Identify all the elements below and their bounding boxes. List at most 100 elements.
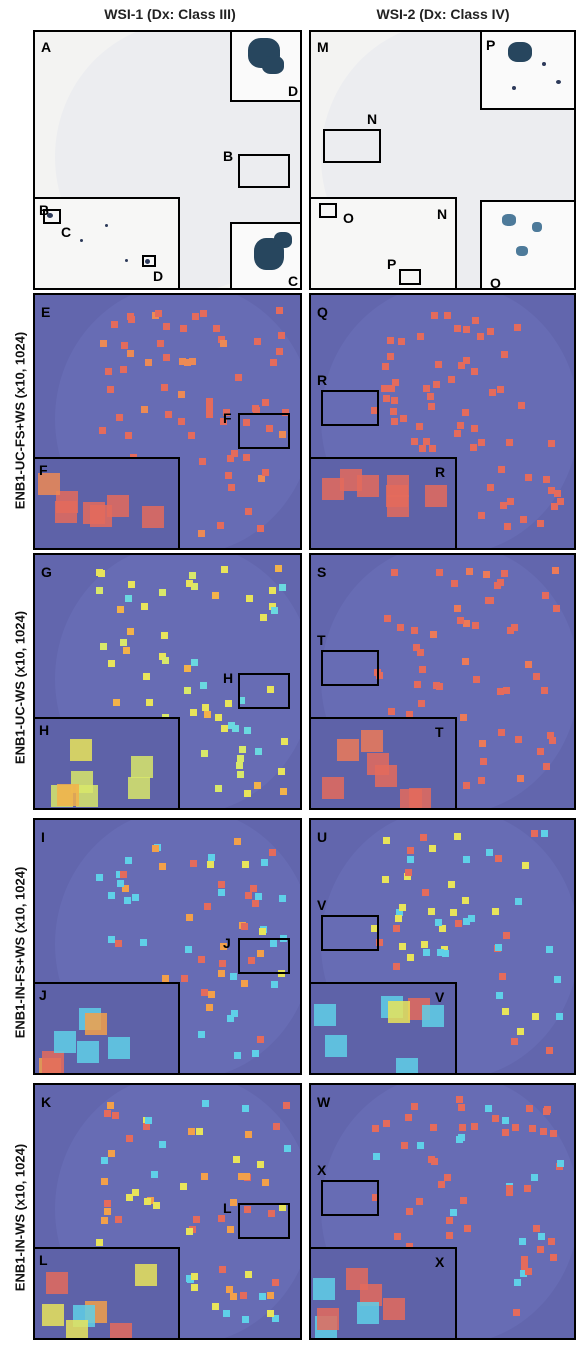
heatmap-tile [489, 389, 496, 396]
heatmap-tile [411, 627, 418, 634]
heatmap-tile [404, 873, 411, 880]
heatmap-tile [213, 325, 220, 332]
heatmap-tile [223, 1310, 230, 1317]
heatmap-tile [416, 423, 423, 430]
heatmap-tile [522, 862, 529, 869]
label-box-r4-left: L [223, 1200, 232, 1216]
heatmap-tile [258, 475, 265, 482]
cell-cluster [516, 246, 528, 256]
heatmap-tile [405, 1114, 412, 1121]
heatmap-tile [243, 419, 250, 426]
heatmap-tile [198, 956, 205, 963]
zoom-inset-r4-right: X [311, 1247, 457, 1338]
heatmap-tile [278, 768, 285, 775]
heatmap-tile [110, 1323, 132, 1338]
region-box-r3-right [321, 915, 379, 951]
heatmap-tile [231, 450, 238, 457]
heatmap-tile [162, 975, 169, 982]
heatmap-tile [270, 940, 277, 947]
heatmap-tile [257, 1161, 264, 1168]
heatmap-tile [159, 653, 166, 660]
heatmap-tile [272, 1279, 279, 1286]
heatmap-tile [122, 885, 129, 892]
label-b-box: B [223, 148, 234, 164]
heatmap-tile [463, 620, 470, 627]
heatmap-tile [186, 580, 193, 587]
heatmap-tile [267, 686, 274, 693]
heatmap-tile [267, 1310, 274, 1317]
heatmap-tile [220, 943, 227, 950]
heatmap-tile [372, 1125, 379, 1132]
region-box-r2-left [238, 673, 290, 709]
heatmap-tile [537, 520, 544, 527]
heatmap-tile [178, 391, 185, 398]
heatmap-tile [417, 1142, 424, 1149]
label-r1-left: E [41, 304, 51, 320]
heatmap-tile [517, 775, 524, 782]
region-box-r2-right [321, 650, 379, 686]
zoom-inset-r3-right: V [311, 982, 457, 1073]
heatmap-tile [254, 782, 261, 789]
heatmap-tile [85, 1013, 107, 1035]
heatmap-tile [113, 699, 120, 706]
heatmap-tile [506, 1189, 513, 1196]
heatmap-tile [337, 739, 359, 761]
heatmap-tile [235, 374, 242, 381]
heatmap-tile [42, 1304, 64, 1326]
heatmap-tile [451, 580, 458, 587]
heatmap-tile [188, 432, 195, 439]
heatmap-tile [107, 495, 129, 517]
heatmap-tile [207, 861, 214, 868]
row-label-2: ENB1-UC-WS (x10, 1024) [12, 610, 28, 765]
heatmap-tile [429, 445, 436, 452]
heatmap-tile [230, 973, 237, 980]
heatmap-tile [533, 673, 540, 680]
heatmap-tile [184, 359, 191, 366]
speck [80, 239, 83, 242]
heatmap-tile [246, 595, 253, 602]
heatmap-tile [420, 834, 427, 841]
heatmap-tile [128, 777, 150, 799]
heatmap-tile [431, 1158, 438, 1165]
heatmap-tile [125, 857, 132, 864]
heatmap-tile [433, 682, 440, 689]
heatmap-tile [198, 1031, 205, 1038]
heatmap-tile [248, 957, 255, 964]
heatmap-tile [435, 919, 442, 926]
heatmap-tile [243, 454, 250, 461]
heatmap-tile [226, 1286, 233, 1293]
label-r2-right: S [317, 564, 327, 580]
heatmap-tile [250, 885, 257, 892]
heatmap-tile [526, 1105, 533, 1112]
heatmap-tile [161, 384, 168, 391]
heatmap-tile [500, 502, 507, 509]
heatmap-tile [228, 722, 235, 729]
heatmap-tile [184, 687, 191, 694]
heatmap-tile [448, 881, 455, 888]
heatmap-tile [322, 777, 344, 799]
label-c: C [61, 224, 72, 240]
panel-wsi1-he: A B D C B C D [33, 30, 302, 290]
heatmap-panel-r2-left: G H H [33, 553, 302, 810]
heatmap-tile [212, 1303, 219, 1310]
heatmap-tile [181, 975, 188, 982]
heatmap-tile [57, 784, 79, 806]
heatmap-tile [407, 847, 414, 854]
heatmap-tile [450, 1209, 457, 1216]
heatmap-tile [428, 403, 435, 410]
heatmap-tile [230, 1199, 237, 1206]
heatmap-tile [259, 1293, 266, 1300]
heatmap-tile [252, 900, 259, 907]
heatmap-tile [448, 376, 455, 383]
heatmap-tile [546, 946, 553, 953]
heatmap-tile [457, 422, 464, 429]
heatmap-tile [468, 915, 475, 922]
heatmap-tile [397, 624, 404, 631]
heatmap-tile [180, 1183, 187, 1190]
heatmap-tile [245, 1131, 252, 1138]
heatmap-tile [140, 939, 147, 946]
heatmap-tile [393, 963, 400, 970]
cell-cluster [532, 222, 542, 232]
heatmap-tile [238, 1173, 245, 1180]
cell-cluster [508, 42, 532, 62]
